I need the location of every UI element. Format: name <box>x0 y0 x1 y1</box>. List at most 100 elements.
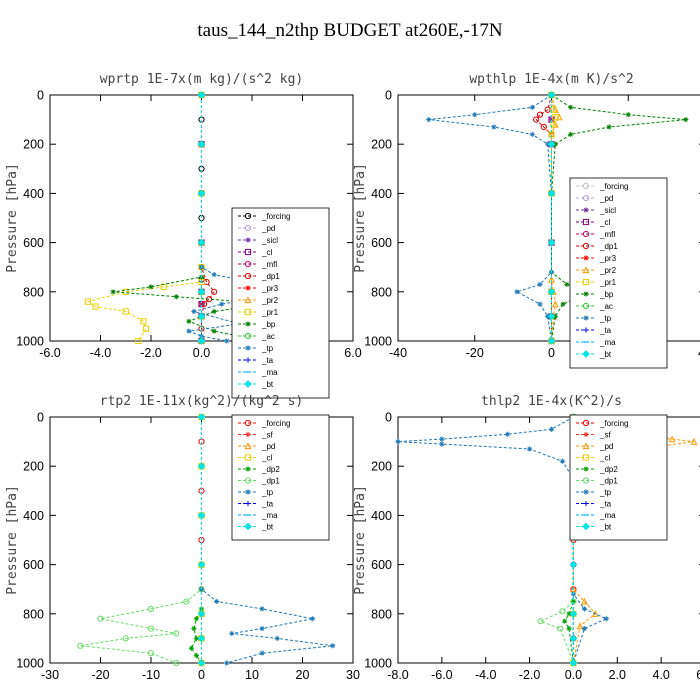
y-tick-label: 0 <box>37 411 44 425</box>
legend-label: _tp <box>261 344 274 353</box>
x-tick-label: -10 <box>142 668 160 682</box>
data-point <box>197 511 206 520</box>
x-tick-label: 2.0 <box>609 668 626 682</box>
data-point <box>570 598 577 605</box>
figure-title: taus_144_n2thp BUDGET at260E,-17N <box>197 20 503 41</box>
legend-marker <box>244 477 252 484</box>
series-bt <box>547 91 556 345</box>
data-point <box>122 635 129 642</box>
data-point <box>548 426 555 432</box>
x-tick-label: 0 <box>548 346 555 360</box>
legend-marker <box>244 332 252 340</box>
data-point <box>193 653 200 659</box>
data-point <box>122 308 129 315</box>
legend-marker <box>582 182 590 190</box>
y-tick-label: 600 <box>371 236 392 250</box>
data-point <box>77 642 84 649</box>
legend-marker <box>245 466 251 472</box>
data-point <box>550 121 557 128</box>
data-point <box>550 106 557 113</box>
data-point <box>547 312 556 321</box>
data-point <box>569 560 578 569</box>
x-tick-label: 0.0 <box>193 346 210 360</box>
legend-marker <box>245 285 251 291</box>
data-point <box>472 112 478 118</box>
data-point <box>683 117 689 123</box>
y-tick-label: 600 <box>371 558 392 572</box>
data-point <box>135 337 142 345</box>
y-tick-label: 800 <box>371 607 392 621</box>
series-line <box>551 94 686 342</box>
legend-label: _sicl <box>261 236 278 245</box>
series-pr1 <box>84 91 205 345</box>
data-point <box>547 337 556 345</box>
legend-marker <box>582 266 590 274</box>
data-point <box>551 300 559 308</box>
x-tick-label: 20 <box>296 668 310 682</box>
data-point <box>122 288 129 295</box>
data-point <box>581 625 587 632</box>
data-point <box>606 124 612 130</box>
data-point <box>197 140 206 149</box>
legend-marker <box>244 296 252 304</box>
series-line <box>80 417 202 664</box>
legend-box <box>231 414 330 541</box>
data-point <box>197 413 206 421</box>
data-point <box>173 294 179 300</box>
legend-label: _dp1 <box>599 242 618 251</box>
legend-marker <box>582 230 590 238</box>
legend-marker <box>583 500 589 507</box>
legend-marker <box>582 194 590 202</box>
legend-label: _forcing <box>599 419 628 428</box>
legend-label: _cl <box>599 454 610 463</box>
x-tick-label: -20 <box>466 346 484 360</box>
series-line <box>539 417 574 664</box>
y-tick-label: 1000 <box>364 335 392 349</box>
data-point <box>224 660 230 666</box>
legend-label: _pd <box>261 442 275 451</box>
data-point <box>330 643 336 649</box>
legend: _forcing _sf _pd _cl _dp2 _dp1 _tp _ta _ma _bt <box>231 414 330 541</box>
legend-label: _ta <box>261 356 274 365</box>
data-point <box>529 104 535 110</box>
data-point <box>559 458 566 464</box>
legend-label: _ta <box>261 500 274 509</box>
legend-label: _tp <box>261 488 274 497</box>
data-point <box>547 238 556 247</box>
legend-label: _sf <box>261 431 273 440</box>
legend-marker <box>582 454 590 461</box>
data-point <box>491 124 497 130</box>
chart-rtp2: rtp2 1E-11x(kg^2)/(kg^2 s)02004006008001… <box>5 394 360 682</box>
legend-marker <box>582 350 590 358</box>
legend-label: _ta <box>599 500 612 509</box>
x-tick-label: 4.0 <box>652 668 669 682</box>
data-point <box>568 131 574 137</box>
data-point <box>505 431 511 437</box>
data-point <box>548 117 555 123</box>
legend-marker <box>583 327 589 333</box>
data-point <box>142 325 150 332</box>
data-point <box>147 625 155 632</box>
y-axis-label: Pressure [hPa] <box>353 485 368 595</box>
y-tick-label: 200 <box>23 460 44 474</box>
y-tick-label: 400 <box>371 187 392 201</box>
legend-marker <box>245 237 251 243</box>
y-tick-label: 1000 <box>364 657 392 671</box>
legend-marker <box>244 248 252 256</box>
x-tick-label: 40 <box>698 346 700 360</box>
series-group <box>77 413 336 667</box>
legend-label: _dp2 <box>599 465 618 474</box>
panel-title: wpthlp 1E-4x(m K)/s^2 <box>469 72 633 87</box>
data-point <box>439 436 445 442</box>
legend-marker <box>244 442 252 450</box>
series-group <box>426 91 689 345</box>
legend-marker <box>582 242 590 250</box>
legend-label: _pr1 <box>261 308 279 317</box>
legend-label: _pr3 <box>261 284 279 293</box>
legend-marker <box>582 477 590 484</box>
x-tick-label: -40 <box>389 346 407 360</box>
panel-title: thlp2 1E-4x(K^2)/s <box>481 394 622 409</box>
data-point <box>625 112 631 118</box>
y-tick-label: 800 <box>23 285 44 299</box>
data-point <box>191 625 197 632</box>
